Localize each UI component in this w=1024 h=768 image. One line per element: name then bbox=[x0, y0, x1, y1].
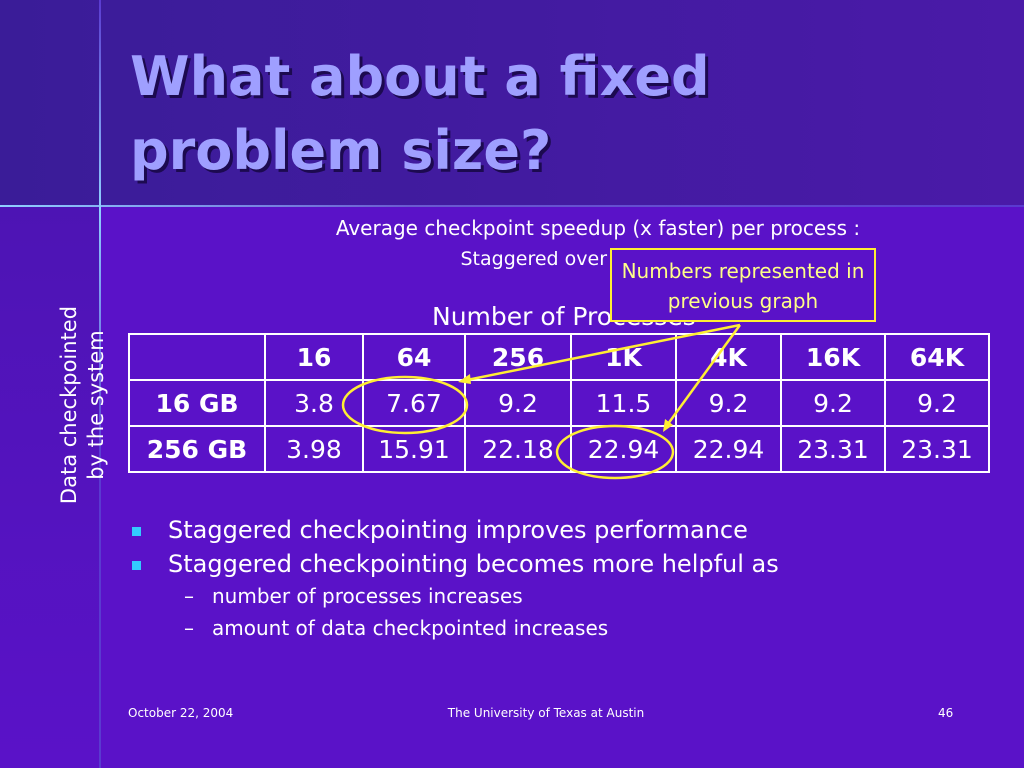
table: 16 64 256 1K 4K 16K 64K 16 GB 3.8 7.67 9.2 11.5 9.2 9… bbox=[128, 333, 990, 473]
cell: 23.31 bbox=[884, 425, 990, 473]
arrowhead bbox=[458, 374, 471, 384]
divider bbox=[0, 205, 1024, 207]
column-header: 16K bbox=[780, 333, 886, 381]
column-header: 256 bbox=[464, 333, 572, 381]
cell: 9.2 bbox=[464, 379, 572, 427]
cell: 22.18 bbox=[464, 425, 572, 473]
cell: 9.2 bbox=[884, 379, 990, 427]
row: 16 GB 3.8 7.67 9.2 11.5 9.2 9.2 9.2 bbox=[128, 379, 990, 427]
column-header: 64K bbox=[884, 333, 990, 381]
divider bbox=[99, 0, 101, 768]
cell: 3.8 bbox=[264, 379, 364, 427]
row-header: 256 GB bbox=[128, 425, 266, 473]
footer-page: 46 bbox=[938, 706, 954, 720]
sub-bullet: number of processes increases bbox=[128, 584, 988, 608]
cell: 11.5 bbox=[570, 379, 677, 427]
callout: Numbers represented in previous graph bbox=[610, 248, 876, 322]
cell: 9.2 bbox=[780, 379, 886, 427]
row: 256 GB 3.98 15.91 22.18 22.94 22.94 23.31 23.31 bbox=[128, 425, 990, 473]
left-band bbox=[0, 205, 100, 768]
cell: 22.94 bbox=[675, 425, 782, 473]
column-header: 16 bbox=[264, 333, 364, 381]
cell: 23.31 bbox=[780, 425, 886, 473]
cell: 3.98 bbox=[264, 425, 364, 473]
cell: 7.67 bbox=[362, 379, 466, 427]
sub-bullet: amount of data checkpointed increases bbox=[128, 616, 988, 640]
title: What about a fixed problem size? bbox=[130, 45, 710, 182]
bullet-list: Staggered checkpointing improves perform… bbox=[128, 516, 988, 648]
column-header: 64 bbox=[362, 333, 466, 381]
bullet: Staggered checkpointing becomes more hel… bbox=[128, 550, 988, 578]
highlight bbox=[555, 424, 675, 480]
corner-cell bbox=[128, 333, 266, 381]
bullet: Staggered checkpointing improves perform… bbox=[128, 516, 988, 544]
subtitle: Average checkpoint speedup (x faster) pe… bbox=[335, 216, 861, 240]
cell: 15.91 bbox=[362, 425, 466, 473]
arrow bbox=[461, 323, 741, 383]
footer-date: October 22, 2004 bbox=[128, 706, 234, 720]
cell: 22.94 bbox=[570, 425, 677, 473]
arrow bbox=[663, 324, 742, 429]
row-header: 16 GB bbox=[128, 379, 266, 427]
header-row: 16 64 256 1K 4K 16K 64K bbox=[128, 333, 990, 381]
footer-org: The University of Texas at Austin bbox=[447, 706, 645, 720]
cell: 9.2 bbox=[675, 379, 782, 427]
highlight bbox=[341, 375, 469, 435]
header-band bbox=[0, 0, 1024, 205]
arrowhead bbox=[663, 419, 673, 432]
